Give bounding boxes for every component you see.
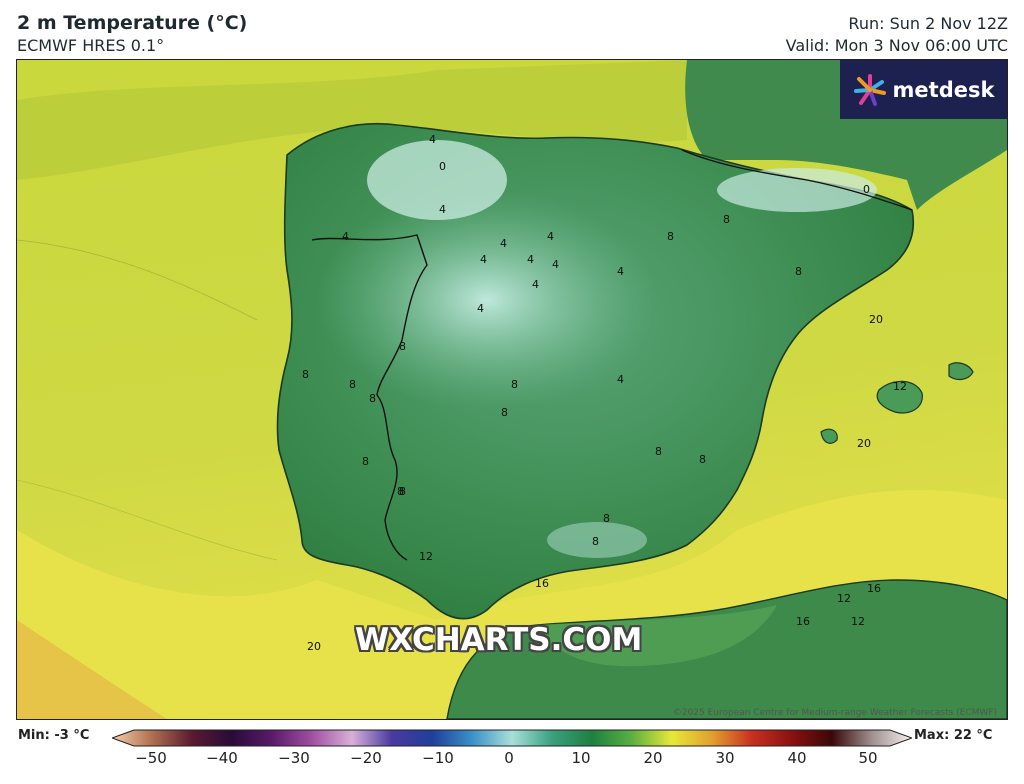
contour-label: 12 [419, 550, 433, 563]
contour-label: 8 [723, 213, 730, 226]
contour-label: 4 [439, 203, 446, 216]
contour-label: 4 [617, 265, 624, 278]
legend-min-label: Min: -3 °C [18, 728, 90, 743]
colorbar-tick-label: −30 [278, 749, 310, 767]
contour-label: 4 [547, 230, 554, 243]
colorbar-tick-label: 30 [715, 749, 735, 767]
metdesk-burst-icon [853, 73, 886, 106]
contour-label: 4 [617, 373, 624, 386]
contour-label: 8 [302, 368, 309, 381]
contour-label: 12 [851, 615, 865, 628]
colorbar [112, 729, 912, 747]
contour-label: 8 [399, 340, 406, 353]
contour-label: 20 [857, 437, 871, 450]
contour-label: 16 [796, 615, 810, 628]
pyrenees-cold-spot [717, 168, 877, 212]
contour-label: 4 [480, 253, 487, 266]
contour-label: 4 [552, 258, 559, 271]
model-subtitle: ECMWF HRES 0.1° [17, 36, 165, 55]
colorbar-tick-label: 10 [571, 749, 591, 767]
colorbar-tick-label: −50 [135, 749, 167, 767]
biscay-band [17, 60, 687, 180]
sea-contour-line [17, 239, 258, 321]
contour-label: 8 [667, 230, 674, 243]
contour-label: 4 [527, 253, 534, 266]
contour-label: 0 [439, 160, 446, 173]
north-africa-land [446, 579, 1007, 719]
colorbar-tick-label: −40 [206, 749, 238, 767]
sierra-nevada-cool-spot [547, 522, 647, 558]
contour-label: 20 [869, 313, 883, 326]
metdesk-wordmark: metdesk [892, 77, 995, 102]
mallorca-island [876, 380, 923, 414]
contour-label: 8 [397, 485, 404, 498]
contour-label: 8 [349, 378, 356, 391]
colorbar-tick-label: −20 [350, 749, 382, 767]
colorbar-tick-label: 0 [504, 749, 514, 767]
sea-contour-line [17, 479, 278, 561]
wxcharts-watermark: WXCHARTS.COM [355, 622, 643, 658]
ecmwf-copyright: ©2025 European Centre for Medium-range W… [672, 708, 997, 718]
contour-label: 8 [501, 406, 508, 419]
valid-time: Valid: Mon 3 Nov 06:00 UTC [785, 36, 1008, 55]
contour-label: 8 [369, 392, 376, 405]
contour-label: 20 [307, 640, 321, 653]
menorca-island [948, 362, 974, 381]
contour-label: 8 [795, 265, 802, 278]
colorbar-tick-label: 20 [643, 749, 663, 767]
contour-label: 12 [837, 592, 851, 605]
contour-label: 12 [893, 380, 907, 393]
run-time: Run: Sun 2 Nov 12Z [848, 14, 1008, 33]
contour-label: 4 [500, 237, 507, 250]
colorbar-tick-label: 40 [787, 749, 807, 767]
contour-label: 0 [863, 183, 870, 196]
contour-label: 4 [477, 302, 484, 315]
legend-max-label: Max: 22 °C [914, 728, 993, 743]
pyrenees-border [681, 149, 913, 211]
contour-label: 8 [511, 378, 518, 391]
contour-label: 8 [362, 455, 369, 468]
contour-label: 8 [655, 445, 662, 458]
africa-coastal-band [537, 605, 777, 667]
contour-label: 8 [603, 512, 610, 525]
ibiza-island [820, 428, 838, 444]
metdesk-logo: metdesk [840, 60, 1007, 119]
temperature-map: 0 0 4 4 4 4 4 4 4 4 4 4 4 4 8 8 8 8 8 8 8 8 8 8 8 8 8 8 8 8 12 12 12 12 16… [16, 59, 1008, 720]
contour-label: 4 [429, 133, 436, 146]
chart-title: 2 m Temperature (°C) [17, 12, 248, 34]
contour-label: 4 [342, 230, 349, 243]
contour-label: 16 [867, 582, 881, 595]
colorbar-tick-label: −10 [422, 749, 454, 767]
contour-label: 8 [592, 535, 599, 548]
portugal-spain-border [311, 234, 428, 561]
meseta-cool-zone [317, 190, 657, 410]
colorbar-tick-label: 50 [858, 749, 878, 767]
cantabrian-cold-spot [367, 140, 507, 220]
contour-label: 16 [535, 577, 549, 590]
contour-label: 8 [699, 453, 706, 466]
contour-label: 8 [399, 485, 406, 498]
colorbar-bar [112, 729, 912, 747]
contour-label: 4 [532, 278, 539, 291]
warmest-sea-corner [17, 620, 167, 719]
